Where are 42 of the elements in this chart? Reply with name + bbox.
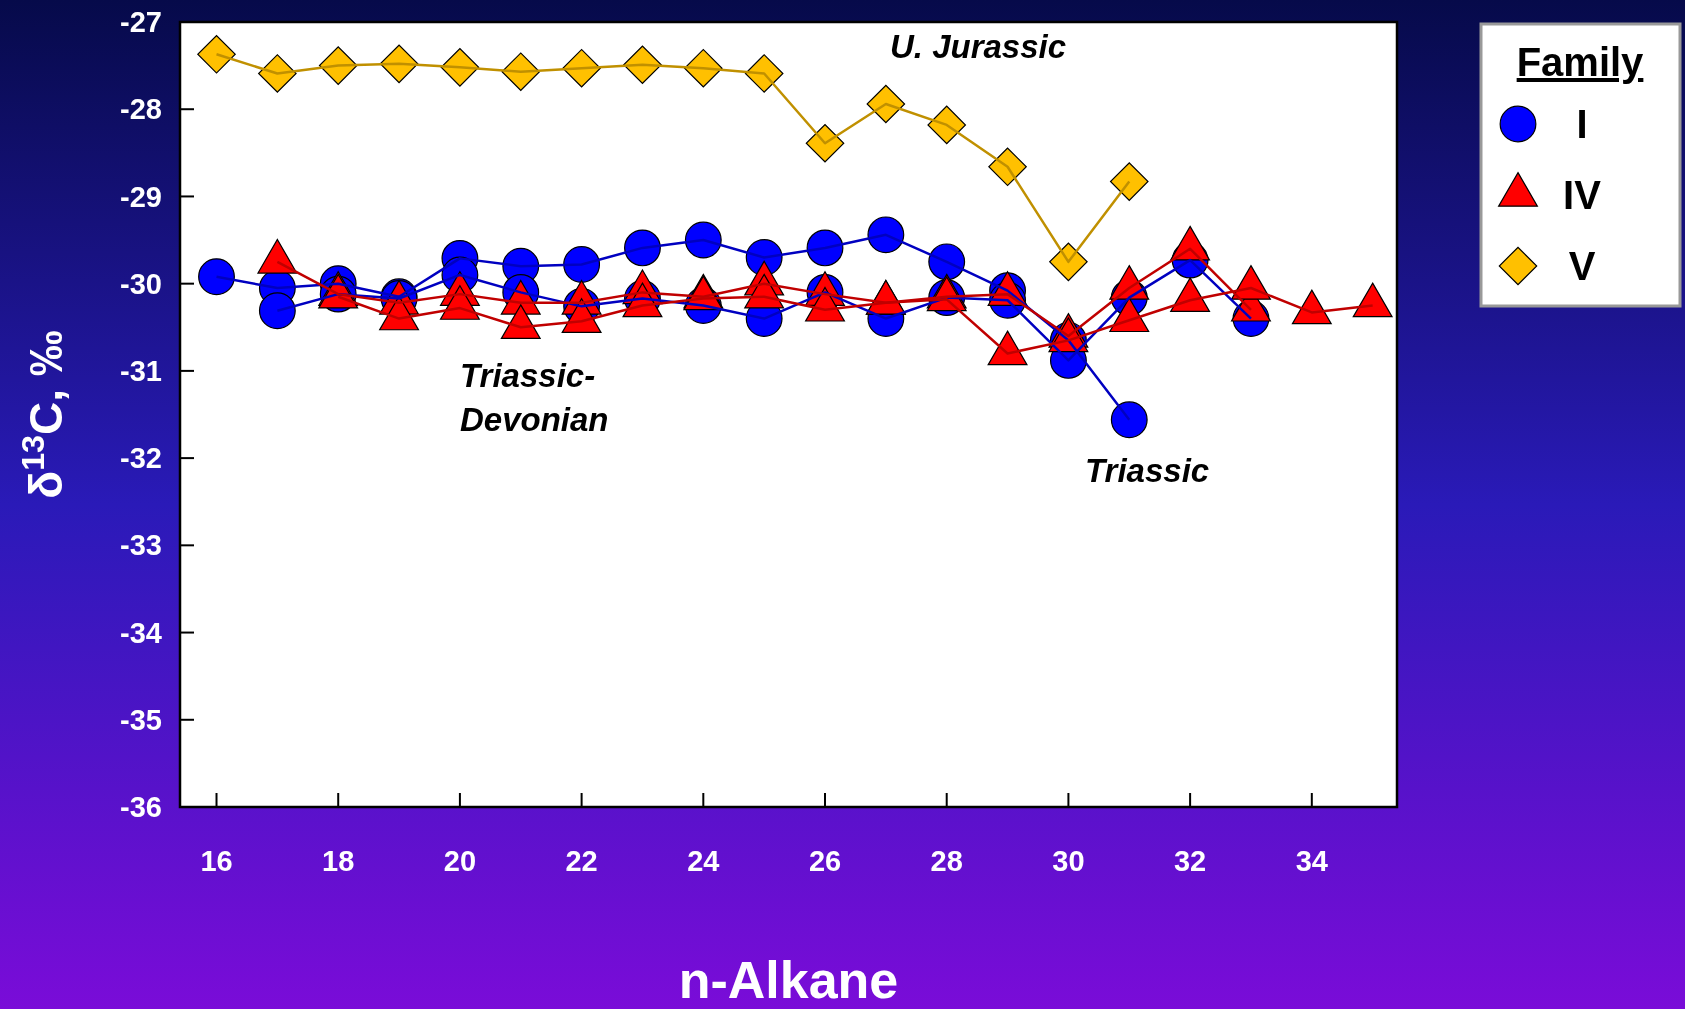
point bbox=[198, 258, 235, 296]
point bbox=[805, 123, 845, 163]
y-tick-label: -29 bbox=[120, 180, 162, 213]
point bbox=[258, 292, 296, 330]
point bbox=[197, 34, 236, 74]
point bbox=[624, 229, 661, 267]
y-tick-label: -28 bbox=[120, 93, 162, 126]
y-tick-label: -31 bbox=[120, 355, 162, 388]
x-tick-label: 24 bbox=[687, 845, 720, 877]
point bbox=[684, 221, 722, 259]
y-tick-label: -33 bbox=[120, 529, 162, 562]
x-tick-label: 22 bbox=[565, 845, 598, 877]
point bbox=[1049, 242, 1088, 282]
point bbox=[988, 147, 1027, 187]
x-tick-label: 20 bbox=[443, 845, 477, 877]
annotation: U. Jurassic bbox=[890, 28, 1067, 65]
x-axis-title: n-Alkane bbox=[678, 951, 899, 1009]
y-tick-label: -34 bbox=[120, 616, 162, 649]
y-tick-label: -27 bbox=[120, 6, 162, 39]
y-tick-label: -32 bbox=[120, 442, 162, 475]
point bbox=[866, 84, 906, 124]
legend-label: I bbox=[1576, 102, 1588, 146]
point bbox=[867, 216, 905, 254]
y-tick-label: -35 bbox=[120, 703, 162, 736]
x-tick-label: 28 bbox=[930, 845, 963, 877]
point bbox=[927, 105, 967, 145]
annotation: Triassic bbox=[1085, 452, 1210, 489]
y-tick-label: -36 bbox=[120, 791, 162, 824]
x-tick-label: 16 bbox=[200, 845, 233, 877]
x-tick-label: 18 bbox=[322, 845, 355, 877]
point bbox=[1110, 401, 1148, 439]
annotation: Triassic- Devonian bbox=[460, 357, 609, 438]
x-tick-label: 34 bbox=[1295, 845, 1328, 877]
x-tick-label: 26 bbox=[808, 845, 842, 877]
point bbox=[1109, 162, 1149, 201]
legend-label: V bbox=[1568, 244, 1596, 288]
point bbox=[806, 229, 844, 267]
legend-title: Family bbox=[1516, 40, 1645, 84]
x-tick-label: 30 bbox=[1052, 845, 1085, 877]
legend-label: IV bbox=[1563, 173, 1602, 217]
y-tick-label: -30 bbox=[120, 267, 162, 300]
x-tick-label: 32 bbox=[1173, 845, 1207, 877]
